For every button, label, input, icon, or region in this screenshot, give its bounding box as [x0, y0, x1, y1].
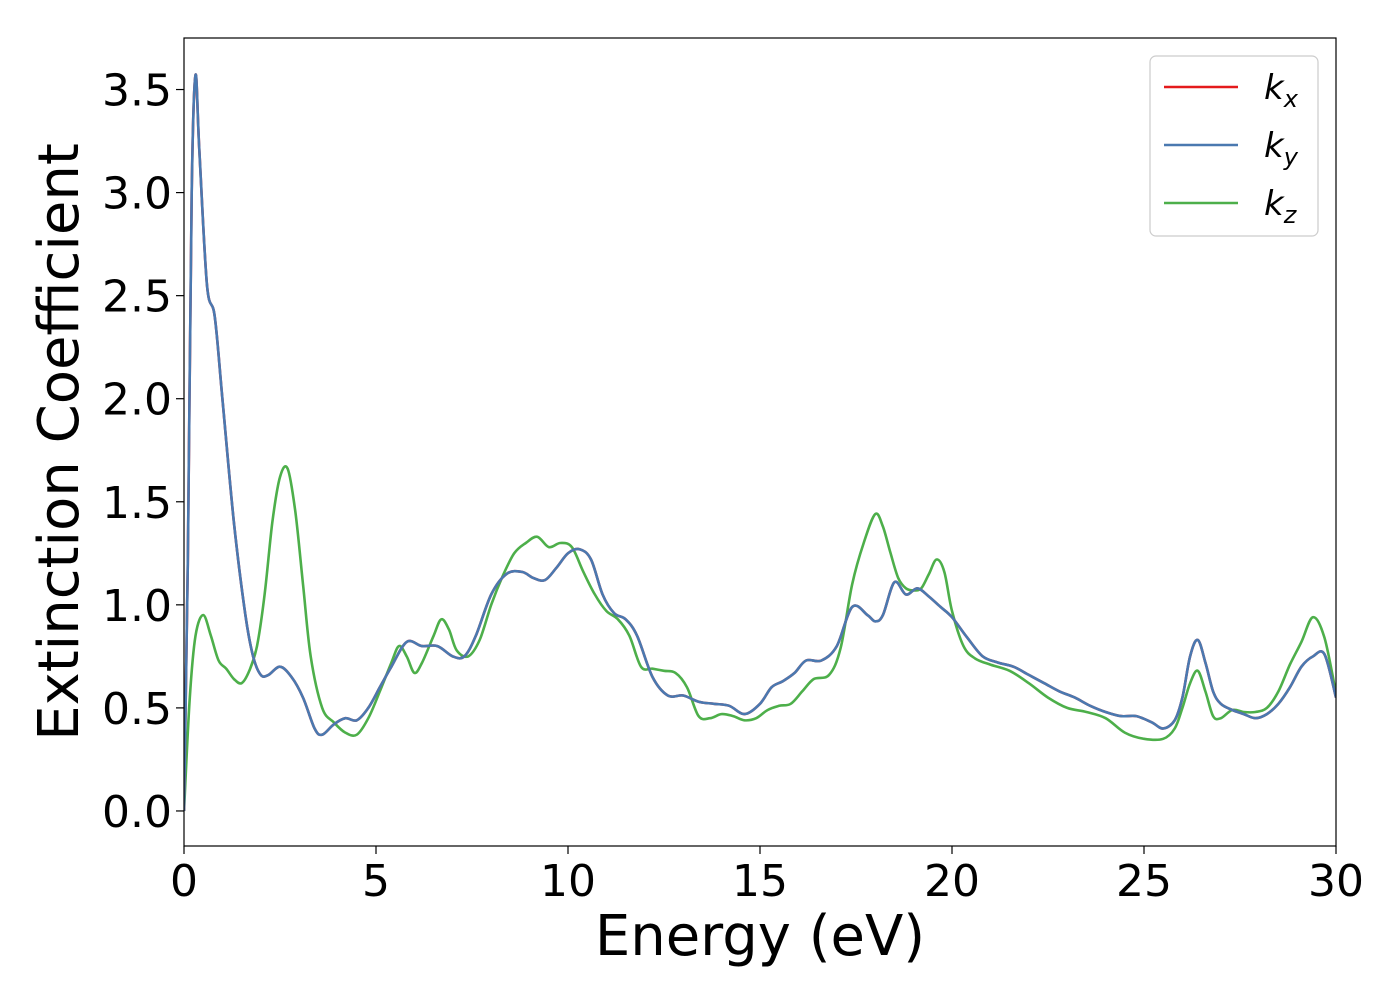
y-tick-label: 2.5	[102, 272, 172, 323]
y-tick-label: 0.0	[102, 787, 172, 838]
x-tick-label: 15	[732, 856, 788, 907]
legend-label-ky: ky	[1264, 126, 1299, 171]
y-tick-label: 1.5	[102, 478, 172, 529]
x-tick-label: 30	[1308, 856, 1364, 907]
x-tick-label: 25	[1116, 856, 1172, 907]
y-tick-label: 3.5	[102, 66, 172, 117]
legend-label-kx: kx	[1264, 68, 1299, 113]
y-tick-label: 2.0	[102, 375, 172, 426]
legend: kx ky kz	[1149, 55, 1319, 237]
y-axis-ticks: 0.0 0.5 1.0 1.5 2.0 2.5 3.0 3.5	[102, 66, 184, 838]
y-tick-label: 1.0	[102, 581, 172, 632]
x-tick-label: 5	[362, 856, 390, 907]
x-tick-label: 20	[924, 856, 980, 907]
y-tick-label: 3.0	[102, 169, 172, 220]
x-axis-ticks: 0 5 10 15 20 25 30	[170, 846, 1364, 907]
y-axis-label: Extinction Coefficient	[27, 143, 92, 741]
series-line-ky	[184, 73, 1336, 812]
x-tick-label: 0	[170, 856, 198, 907]
series-line-kz	[184, 465, 1336, 812]
y-tick-label: 0.5	[102, 684, 172, 735]
legend-label-kz: kz	[1264, 184, 1298, 229]
series-layer	[184, 73, 1336, 812]
x-tick-label: 10	[540, 856, 596, 907]
x-axis-label: Energy (eV)	[595, 904, 925, 969]
